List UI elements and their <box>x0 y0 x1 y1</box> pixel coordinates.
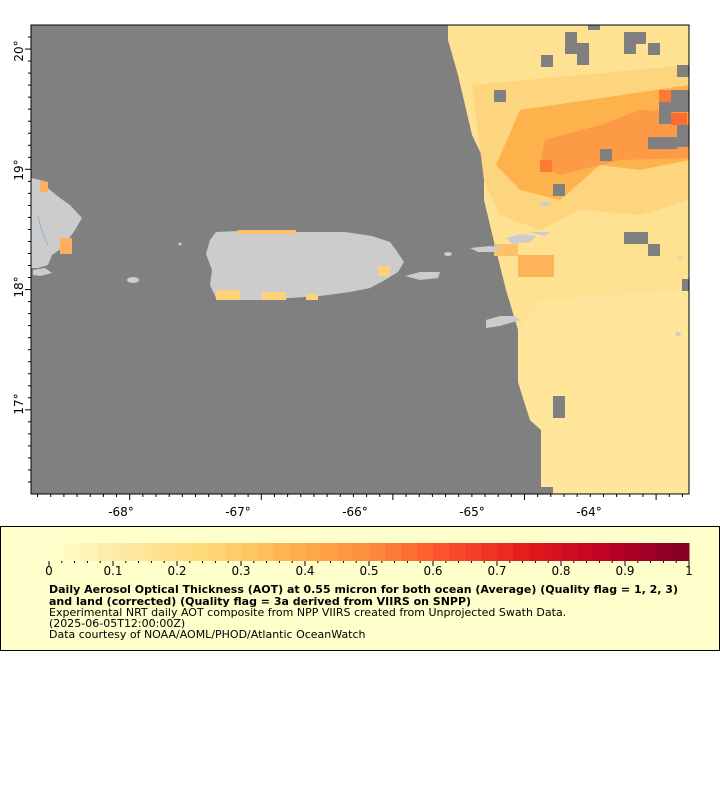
colorbar-cell <box>673 543 690 561</box>
pr-coastal-aot-4 <box>238 230 296 234</box>
colorbar <box>48 543 690 566</box>
colorbar-cell <box>449 543 466 561</box>
colorbar-tick-label: 0 <box>45 564 53 578</box>
colorbar-cell <box>401 543 418 561</box>
colorbar-cell <box>577 543 594 561</box>
colorbar-cell <box>545 543 562 561</box>
colorbar-cell <box>177 543 194 561</box>
colorbar-tick-label: 0.3 <box>231 564 251 578</box>
legend-credit: Data courtesy of NOAA/AOML/PHOD/Atlantic… <box>49 628 366 641</box>
aot-hotspot-4 <box>518 255 554 277</box>
colorbar-cell <box>497 543 514 561</box>
colorbar-tick-label: 0.4 <box>295 564 315 578</box>
pr-coastal-aot-5 <box>378 266 390 276</box>
hispaniola-landmass <box>31 178 82 276</box>
colorbar-cell <box>241 543 258 561</box>
colorbar-cell <box>641 543 658 561</box>
colorbar-cell <box>257 543 274 561</box>
colorbar-cell <box>433 543 450 561</box>
colorbar-cell <box>81 543 98 561</box>
colorbar-cell <box>465 543 482 561</box>
colorbar-cell <box>529 543 546 561</box>
aot-hotspot-3 <box>540 160 552 172</box>
colorbar-cell <box>273 543 290 561</box>
vieques-island <box>405 272 440 280</box>
colorbar-cell <box>225 543 242 561</box>
x-tick-label: -66° <box>342 505 368 519</box>
colorbar-cell <box>49 543 66 561</box>
x-tick-label: -64° <box>576 505 602 519</box>
aot-field-plume <box>540 110 689 175</box>
colorbar-cell <box>593 543 610 561</box>
colorbar-cell <box>353 543 370 561</box>
colorbar-cell <box>337 543 354 561</box>
colorbar-tick-label: 0.6 <box>423 564 443 578</box>
legend-description: Experimental NRT daily AOT composite fro… <box>49 606 567 619</box>
colorbar-cell <box>129 543 146 561</box>
pr-coastal-aot-2 <box>262 292 286 300</box>
hispaniola-coastal-aot-2 <box>60 238 72 254</box>
colorbar-cell <box>321 543 338 561</box>
x-tick-label: -65° <box>459 505 485 519</box>
aot-hotspot-2 <box>659 90 672 102</box>
virgin-islands <box>470 202 682 336</box>
colorbar-tick-label: 0.9 <box>615 564 635 578</box>
colorbar-tick-label: 0.5 <box>359 564 379 578</box>
colorbar-cell <box>561 543 578 561</box>
colorbar-cell <box>65 543 82 561</box>
culebra-island <box>444 252 452 256</box>
legend-time: (2025-06-05T12:00:00Z) <box>49 617 186 630</box>
colorbar-tick-label: 1 <box>685 564 693 578</box>
colorbar-tick-label: 0.2 <box>167 564 187 578</box>
x-tick-label: -68° <box>108 505 134 519</box>
y-tick-label: 17° <box>12 393 26 414</box>
colorbar-cell <box>113 543 130 561</box>
colorbar-cell <box>609 543 626 561</box>
y-tick-label: 19° <box>12 159 26 180</box>
colorbar-cell <box>657 543 674 561</box>
desecheo-island <box>178 242 182 246</box>
colorbar-cell <box>145 543 162 561</box>
map-border <box>30 24 690 495</box>
colorbar-cell <box>385 543 402 561</box>
colorbar-cell <box>625 543 642 561</box>
colorbar-tick-label: 0.1 <box>103 564 123 578</box>
colorbar-cell <box>289 543 306 561</box>
missing-data-gaps <box>494 25 689 494</box>
colorbar-cell <box>209 543 226 561</box>
colorbar-cell <box>193 543 210 561</box>
map-frame: -68° -67° -66° -65° -64° 20° 19° 18° 17° <box>12 24 690 519</box>
pr-coastal-aot-1 <box>216 290 240 300</box>
aot-data-field <box>448 25 689 494</box>
colorbar-cell <box>305 543 322 561</box>
hispaniola-coastal-aot <box>40 180 48 192</box>
aot-field-light <box>518 290 689 494</box>
aot-hotspot-1 <box>671 113 687 125</box>
colorbar-cell <box>513 543 530 561</box>
axis-ticks <box>25 36 683 500</box>
colorbar-cell <box>161 543 178 561</box>
colorbar-cell <box>417 543 434 561</box>
colorbar-cell <box>369 543 386 561</box>
colorbar-tick-label: 0.8 <box>551 564 571 578</box>
mona-island <box>127 277 139 283</box>
colorbar-tick-label: 0.7 <box>487 564 507 578</box>
legend-title: Daily Aerosol Optical Thickness (AOT) at… <box>49 583 678 608</box>
y-tick-label: 18° <box>12 276 26 297</box>
y-tick-label: 20° <box>12 40 26 61</box>
puerto-rico-landmass <box>206 230 404 300</box>
colorbar-cell <box>97 543 114 561</box>
saona-island <box>33 268 52 276</box>
aot-hotspot-5 <box>494 244 518 256</box>
x-tick-label: -67° <box>225 505 251 519</box>
pr-coastal-aot-3 <box>306 294 318 300</box>
legend-panel: 0 0.1 0.2 0.3 0.4 0.5 0.6 0.7 0.8 0.9 1 Daily Aero… <box>0 526 720 651</box>
colorbar-cell <box>481 543 498 561</box>
